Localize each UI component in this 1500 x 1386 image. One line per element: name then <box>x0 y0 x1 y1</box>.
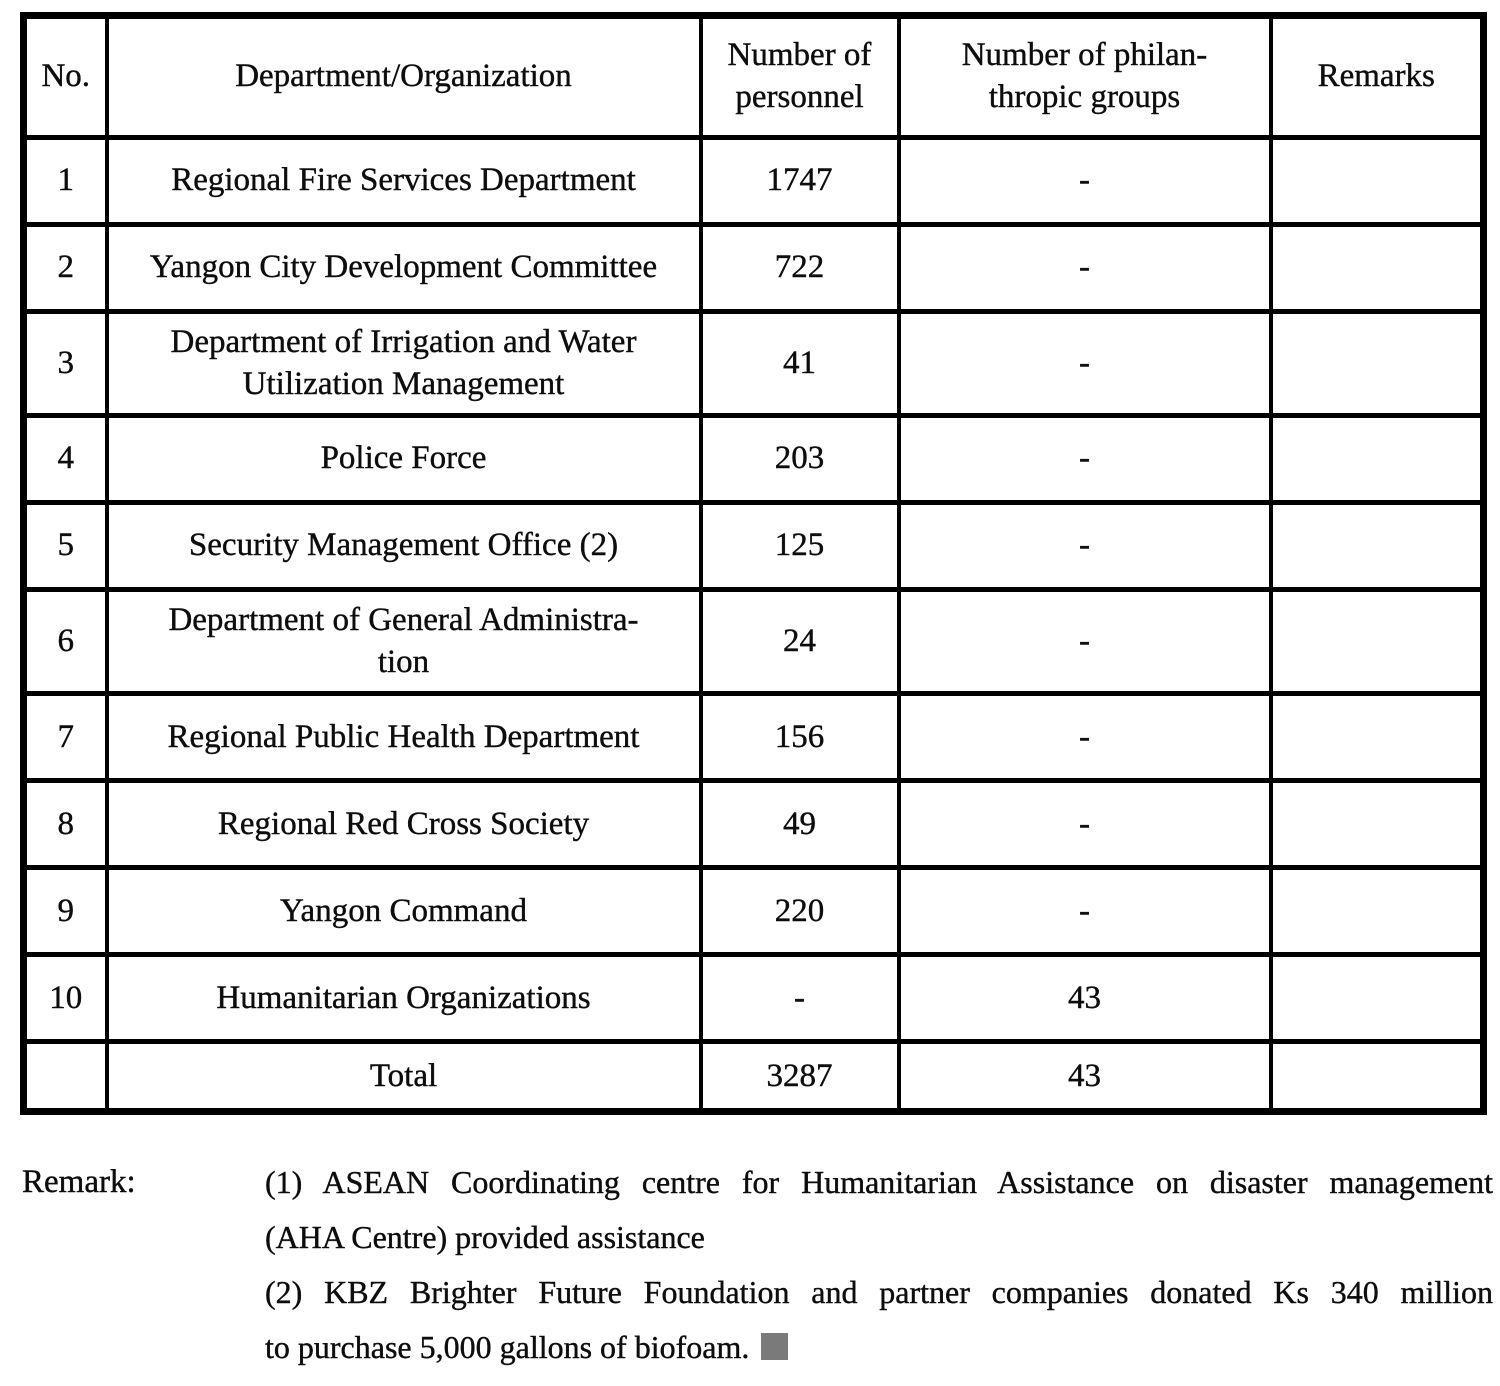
table-row: 8 Regional Red Cross Society 49 - <box>21 778 1486 871</box>
header-remarks: Remarks <box>1268 13 1486 140</box>
remark-line-text: to purchase 5,000 gallons of biofoam. <box>265 1329 750 1366</box>
cell-philanthropic-groups: - <box>896 135 1273 227</box>
cell-remarks <box>1268 500 1486 593</box>
remark-line-text: (AHA Centre) provided assistance <box>265 1219 705 1256</box>
cell-remarks <box>1268 587 1486 697</box>
cell-remarks <box>1268 778 1486 871</box>
remark-line: to purchase 5,000 gallons of biofoam. <box>265 1320 1493 1375</box>
cell-personnel: 41 <box>698 308 901 419</box>
table-row: 1 Regional Fire Services Department 1747… <box>21 135 1486 227</box>
table-header-row: No. Department/Organization Number of pe… <box>21 13 1486 140</box>
remark-line: (AHA Centre) provided assistance <box>265 1210 1493 1265</box>
cell-department: Yangon Command <box>104 865 703 958</box>
remark-label: Remark: <box>22 1164 136 1201</box>
remark-lines: (1) ASEAN Coordinating centre for Humani… <box>265 1155 1493 1375</box>
cell-department: Police Force <box>104 413 703 506</box>
table-row: 10 Humanitarian Organizations - 43 <box>21 952 1486 1045</box>
cell-philanthropic-groups: 43 <box>896 952 1273 1045</box>
cell-remarks <box>1268 222 1486 314</box>
cell-department: Total <box>104 1039 703 1115</box>
cell-personnel: 722 <box>698 222 901 314</box>
cell-philanthropic-groups: - <box>896 500 1273 593</box>
cell-department: Security Management Office (2) <box>104 500 703 593</box>
cell-remarks <box>1268 865 1486 958</box>
cell-personnel: 203 <box>698 413 901 506</box>
cell-personnel: 49 <box>698 778 901 871</box>
cell-personnel: 3287 <box>698 1039 901 1115</box>
header-no: No. <box>21 13 109 140</box>
cell-department: Department of Irrigation and Water Utili… <box>104 308 703 419</box>
cell-personnel: 125 <box>698 500 901 593</box>
cell-personnel: - <box>698 952 901 1045</box>
cell-no: 9 <box>21 865 109 958</box>
cell-department: Regional Red Cross Society <box>104 778 703 871</box>
cell-department: Regional Fire Services Department <box>104 135 703 227</box>
cell-department: Yangon City Development Committee <box>104 222 703 314</box>
cell-department: Department of General Administra- tion <box>104 587 703 697</box>
remark-line-text: (1) ASEAN Coordinating centre for Humani… <box>265 1164 1493 1201</box>
table-row: 2 Yangon City Development Committee 722 … <box>21 222 1486 314</box>
personnel-table: No. Department/Organization Number of pe… <box>20 12 1487 1116</box>
remark-line: (2) KBZ Brighter Future Foundation and p… <box>265 1265 1493 1320</box>
cell-philanthropic-groups: - <box>896 413 1273 506</box>
cell-philanthropic-groups: - <box>896 691 1273 784</box>
cell-no: 6 <box>21 587 109 697</box>
cell-philanthropic-groups: 43 <box>896 1039 1273 1115</box>
cell-philanthropic-groups: - <box>896 222 1273 314</box>
cell-remarks <box>1268 135 1486 227</box>
table-row: 9 Yangon Command 220 - <box>21 865 1486 958</box>
cell-no: 10 <box>21 952 109 1045</box>
table-row: 3 Department of Irrigation and Water Uti… <box>21 308 1486 419</box>
cell-no: 7 <box>21 691 109 784</box>
cell-no: 8 <box>21 778 109 871</box>
cell-department: Humanitarian Organizations <box>104 952 703 1045</box>
cell-philanthropic-groups: - <box>896 865 1273 958</box>
table-row: 5 Security Management Office (2) 125 - <box>21 500 1486 593</box>
header-number-of-personnel: Number of personnel <box>698 13 901 140</box>
table-row: 7 Regional Public Health Department 156 … <box>21 691 1486 784</box>
cell-no: 1 <box>21 135 109 227</box>
cell-personnel: 24 <box>698 587 901 697</box>
end-of-article-square-icon <box>761 1333 789 1361</box>
cell-no: 3 <box>21 308 109 419</box>
cell-remarks <box>1268 308 1486 419</box>
cell-personnel: 156 <box>698 691 901 784</box>
cell-department: Regional Public Health Department <box>104 691 703 784</box>
header-number-of-philanthropic-groups: Number of philan- thropic groups <box>896 13 1273 140</box>
cell-philanthropic-groups: - <box>896 587 1273 697</box>
remark-line: (1) ASEAN Coordinating centre for Humani… <box>265 1155 1493 1210</box>
cell-no: 4 <box>21 413 109 506</box>
cell-philanthropic-groups: - <box>896 308 1273 419</box>
header-department-organization: Department/Organization <box>104 13 703 140</box>
remark-line-text: (2) KBZ Brighter Future Foundation and p… <box>265 1274 1493 1311</box>
total-row: Total 3287 43 <box>21 1039 1486 1115</box>
remark-section: Remark: (1) ASEAN Coordinating centre fo… <box>22 1155 1500 1375</box>
cell-remarks <box>1268 952 1486 1045</box>
cell-no: 5 <box>21 500 109 593</box>
cell-remarks <box>1268 413 1486 506</box>
table-row: 4 Police Force 203 - <box>21 413 1486 506</box>
cell-no: 2 <box>21 222 109 314</box>
cell-personnel: 220 <box>698 865 901 958</box>
cell-remarks <box>1268 691 1486 784</box>
cell-remarks <box>1268 1039 1486 1115</box>
cell-no <box>21 1039 109 1115</box>
cell-personnel: 1747 <box>698 135 901 227</box>
table-body: 1 Regional Fire Services Department 1747… <box>21 135 1486 1115</box>
cell-philanthropic-groups: - <box>896 778 1273 871</box>
table-row: 6 Department of General Administra- tion… <box>21 587 1486 697</box>
